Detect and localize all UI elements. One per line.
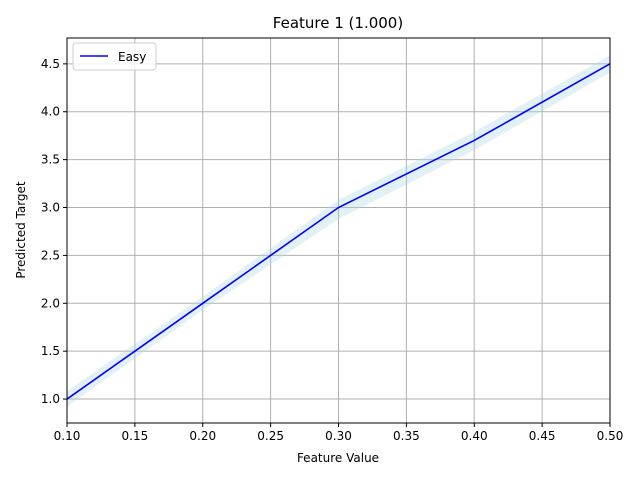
x-tick-label: 0.10 [54,429,81,443]
legend-label: Easy [118,50,146,64]
y-tick-label: 2.0 [41,296,60,310]
x-tick-label: 0.40 [461,429,488,443]
series-lines [66,63,611,400]
x-tick-label: 0.25 [257,429,284,443]
confidence-band [67,55,610,407]
series-line [66,63,611,400]
x-tick-label: 0.15 [122,429,149,443]
y-tick-label: 2.5 [41,248,60,262]
x-tick-label: 0.50 [597,429,624,443]
x-tick-label: 0.35 [393,429,420,443]
x-tick-label: 0.20 [189,429,216,443]
y-tick-label: 3.5 [41,153,60,167]
y-tick-label: 4.0 [41,105,60,119]
x-tick-label: 0.30 [325,429,352,443]
y-axis-ticks: 1.0 1.5 2.0 2.5 3.0 3.5 4.0 4.5 [41,57,67,406]
chart-title: Feature 1 (1.000) [273,14,403,32]
y-axis-label: Predicted Target [14,181,28,279]
grid [66,38,611,423]
x-tick-label: 0.45 [529,429,556,443]
x-axis-label: Feature Value [297,451,379,465]
y-tick-label: 1.5 [41,344,60,358]
y-tick-label: 1.0 [41,392,60,406]
confidence-bands [67,55,610,407]
x-axis-ticks: 0.10 0.15 0.20 0.25 0.30 0.35 0.40 0.45 0.50 [54,423,624,443]
y-tick-label: 3.0 [41,201,60,215]
legend-box [72,42,157,71]
legend: Easy [72,42,157,71]
y-tick-label: 4.5 [41,57,60,71]
